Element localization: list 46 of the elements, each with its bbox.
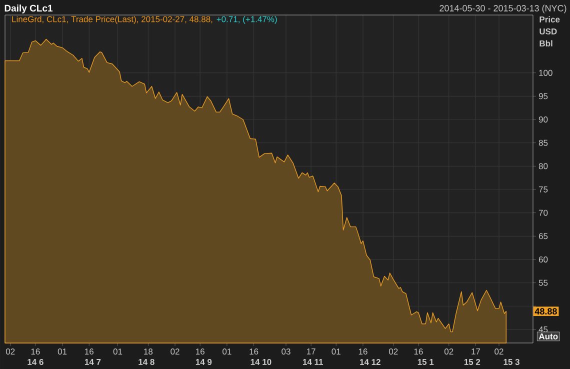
x2-tick-label: 14 6 [28, 358, 44, 365]
y-tick-label: 75 [538, 186, 548, 192]
y-tick-label: 80 [538, 163, 548, 170]
x-tick-label: 02 [494, 348, 504, 355]
y-tick-label: 100 [539, 70, 552, 76]
x-tick-label: 16 [250, 348, 258, 355]
x-tick-label: 16 [31, 348, 40, 355]
y-tick-label: 70 [538, 210, 548, 216]
x-tick-label: 01 [58, 348, 67, 355]
x-tick-label: 16 [196, 348, 204, 355]
y-tick-label: 90 [538, 116, 548, 123]
y-axis-title: Price USD Bbl [540, 16, 560, 46]
annotation: +0.71, (+1.47%) [216, 16, 277, 24]
x2-tick-label: 14 8 [138, 358, 154, 365]
x-tick-label: 01 [113, 348, 122, 355]
annotation: 48.88 [534, 308, 557, 315]
x2-tick-label: 14 9 [196, 358, 212, 365]
y-tick-label: 55 [538, 280, 548, 286]
chart-subtitle: 2014-05-30 - 2015-03-13 (NYC) [440, 4, 566, 14]
x-tick-label: 16 [85, 348, 94, 355]
x2-tick-label: 14 12 [360, 359, 380, 365]
x2-tick-label: 15 1 [418, 359, 434, 365]
x-tick-label: 02 [170, 348, 180, 355]
y-tick-label: 65 [538, 233, 548, 240]
x-tick-label: 16 [414, 348, 423, 355]
x2-tick-label: 14 7 [84, 359, 101, 365]
chart-title: Daily CLc1 [4, 4, 53, 14]
x-tick-label: 16 [358, 348, 368, 355]
x2-tick-label: 14 11 [302, 359, 324, 365]
x-tick-label: 18 [144, 348, 153, 355]
text: Auto [538, 333, 558, 340]
x2-tick-label: 15 3 [504, 358, 520, 365]
x-tick-label: 17 [472, 348, 480, 354]
y-tick-label: 85 [538, 140, 548, 146]
x-tick-label: 02 [6, 348, 15, 355]
y-tick-label: 60 [538, 256, 548, 262]
x-tick-label: 01 [222, 348, 232, 355]
x-tick-label: 02 [389, 348, 398, 355]
x2-tick-label: 14 10 [250, 358, 272, 365]
x-tick-label: 02 [444, 348, 454, 355]
y-tick-label: 95 [538, 93, 548, 100]
x-tick-label: 01 [332, 348, 340, 355]
x-tick-label: 17 [306, 348, 316, 354]
annotation: LineGrd, CLc1, Trade Price(Last), 2015-02-27, 48.88, [12, 16, 212, 24]
x2-tick-label: 15 2 [464, 358, 480, 365]
x-tick-label: 03 [282, 348, 290, 355]
